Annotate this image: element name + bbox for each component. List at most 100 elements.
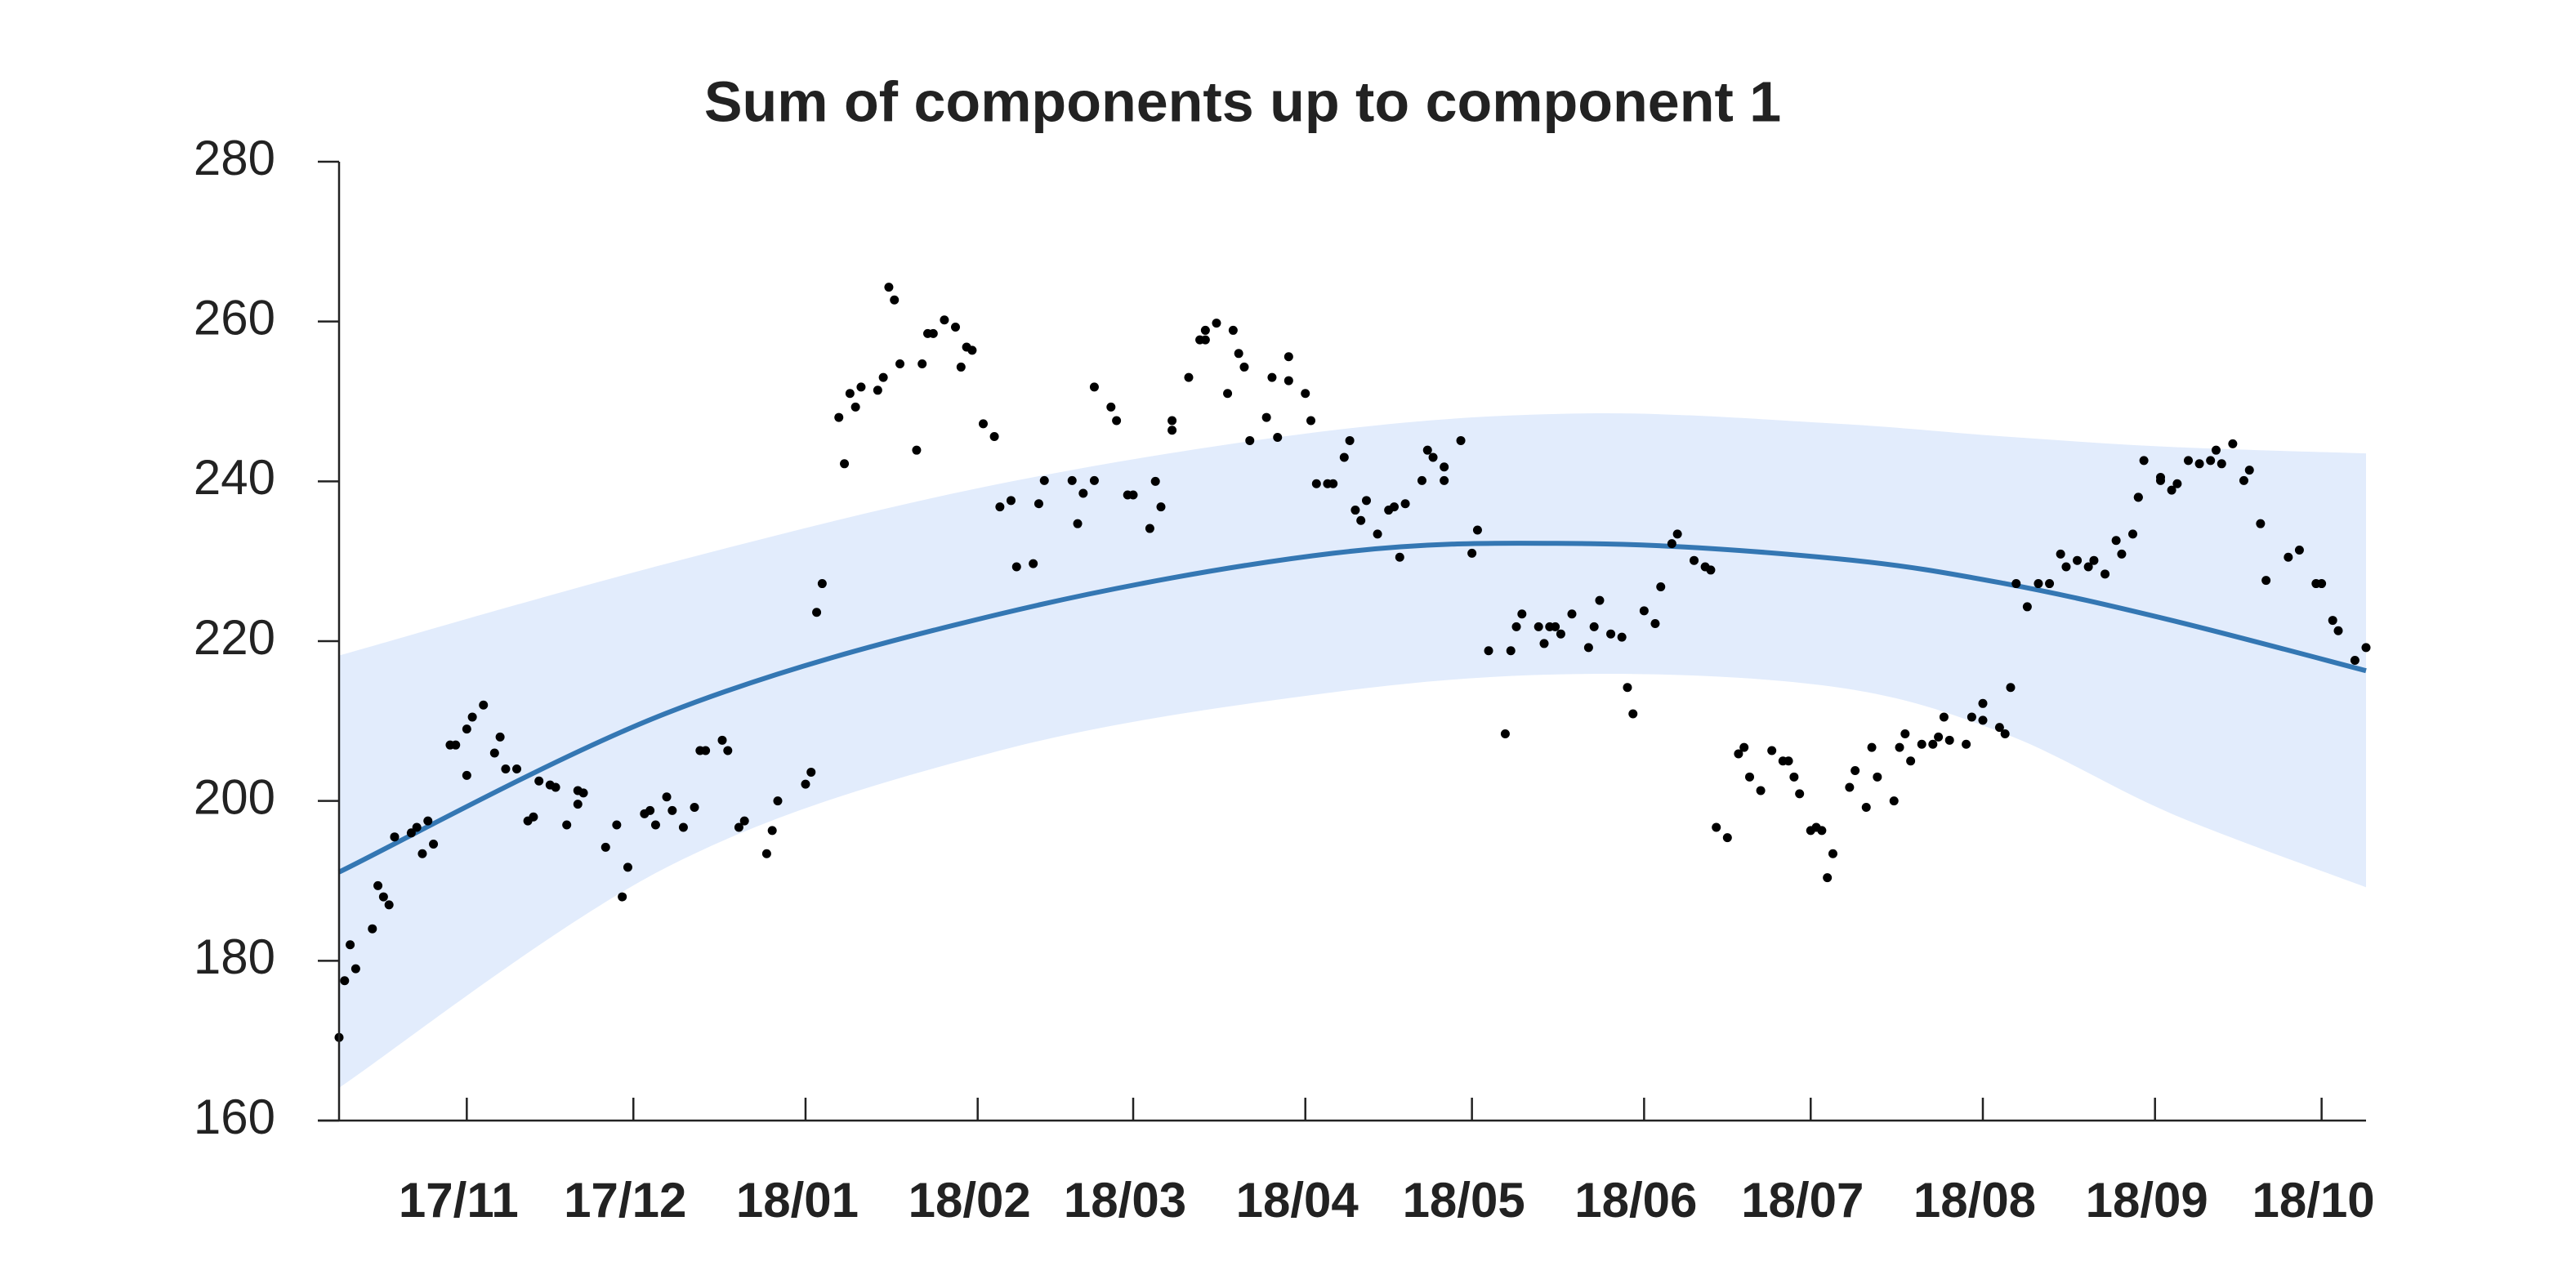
data-point <box>989 432 999 442</box>
data-point <box>690 802 699 812</box>
data-point <box>551 782 560 792</box>
data-point <box>406 828 416 838</box>
data-point <box>1245 435 1255 445</box>
data-point <box>1628 709 1638 719</box>
data-point <box>1261 412 1271 422</box>
data-point <box>912 445 922 455</box>
data-point <box>1440 462 1449 472</box>
data-point <box>1456 435 1466 445</box>
data-point <box>2111 536 2121 546</box>
data-point <box>1595 595 1605 605</box>
data-point <box>1712 822 1721 832</box>
y-tick-label: 160 <box>194 1090 275 1144</box>
x-tick-label: 18/10 <box>2252 1173 2375 1228</box>
data-point <box>850 402 860 412</box>
data-point <box>2211 445 2221 455</box>
data-point <box>2361 643 2371 653</box>
data-point <box>2172 479 2182 488</box>
x-tick-label: 18/09 <box>2086 1173 2208 1228</box>
data-point <box>1351 506 1360 515</box>
data-point <box>495 732 505 742</box>
data-point <box>806 767 816 777</box>
data-point <box>1934 732 1944 742</box>
data-point <box>1417 475 1426 485</box>
data-point <box>1212 319 1221 328</box>
data-point <box>1223 389 1233 399</box>
data-point <box>2350 655 2359 665</box>
data-point <box>1234 349 1243 359</box>
data-point <box>1828 849 1837 858</box>
data-point <box>928 328 938 338</box>
data-point <box>1784 756 1793 766</box>
data-point <box>734 822 743 832</box>
data-point <box>895 359 905 369</box>
data-point <box>2139 456 2149 466</box>
data-point <box>2183 456 2193 466</box>
data-point <box>2045 579 2055 589</box>
data-point <box>562 820 572 830</box>
data-point <box>1583 643 1593 653</box>
data-point <box>956 362 966 372</box>
x-tick-label: 18/05 <box>1403 1173 1525 1228</box>
x-tick-label: 17/11 <box>399 1173 519 1228</box>
data-point <box>340 976 350 986</box>
data-point <box>2333 626 2343 635</box>
data-point <box>817 579 827 589</box>
data-point <box>1339 452 1349 462</box>
data-point <box>1239 362 1249 372</box>
data-point <box>623 862 632 872</box>
data-point <box>2167 485 2176 495</box>
data-point <box>1539 639 1549 648</box>
data-point <box>451 740 461 750</box>
data-point <box>1167 416 1177 426</box>
data-point <box>612 820 622 830</box>
data-point <box>2083 562 2093 572</box>
data-point <box>2034 579 2043 589</box>
data-point <box>1311 479 1321 488</box>
data-point <box>667 805 677 815</box>
data-point <box>1861 802 1871 812</box>
data-point <box>1917 739 1926 749</box>
data-point <box>878 372 888 382</box>
data-point <box>812 608 822 617</box>
data-point <box>1851 765 1860 775</box>
data-point <box>1373 529 1382 539</box>
data-point <box>773 796 783 806</box>
data-point <box>1978 715 1988 725</box>
data-point <box>489 748 499 758</box>
data-point <box>417 849 427 858</box>
data-point <box>1128 490 1138 500</box>
data-point <box>1089 382 1099 392</box>
data-point <box>1284 376 1293 386</box>
data-point <box>884 283 894 292</box>
data-point <box>1345 435 1355 445</box>
data-point <box>2328 616 2337 626</box>
data-point <box>2006 683 2016 693</box>
data-point <box>378 892 388 902</box>
data-point <box>1650 618 1660 628</box>
data-point <box>1073 519 1083 528</box>
data-point <box>1928 739 1938 749</box>
data-point <box>1756 786 1766 796</box>
data-point <box>1623 683 1632 693</box>
data-point <box>1873 772 1882 782</box>
data-point <box>462 770 471 780</box>
data-point <box>834 412 844 422</box>
y-tick-label: 280 <box>194 131 275 185</box>
data-point <box>978 419 988 429</box>
data-point <box>940 315 949 325</box>
data-point <box>529 812 538 822</box>
x-tick-label: 18/03 <box>1064 1173 1186 1228</box>
data-point <box>534 776 544 786</box>
data-point <box>1011 562 1021 572</box>
data-point <box>717 735 727 745</box>
data-point <box>1823 873 1833 883</box>
data-point <box>1817 826 1827 836</box>
data-point <box>1517 609 1527 619</box>
data-point <box>1167 426 1177 435</box>
chart-title: Sum of components up to component 1 <box>704 69 1781 133</box>
data-point <box>2128 529 2138 539</box>
data-point <box>1006 496 1016 506</box>
data-point <box>1200 335 1210 345</box>
